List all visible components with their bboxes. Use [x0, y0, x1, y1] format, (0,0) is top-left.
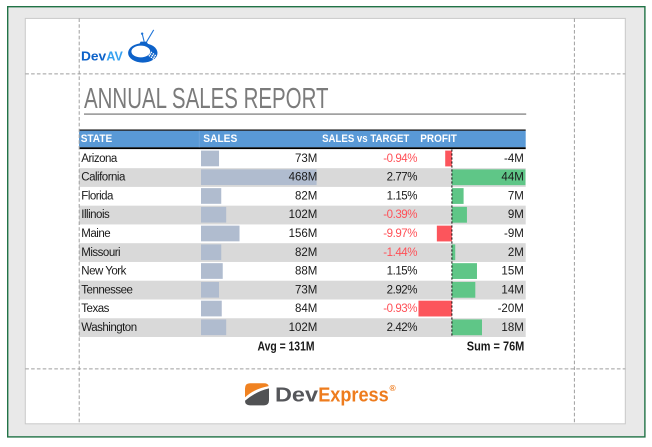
svg-text:Avg = 131M: Avg = 131M: [258, 340, 315, 354]
svg-text:156M: 156M: [289, 228, 318, 240]
svg-text:-0.93%: -0.93%: [383, 303, 417, 315]
svg-text:SALES: SALES: [203, 133, 237, 145]
svg-text:468M: 468M: [289, 172, 318, 184]
svg-text:88M: 88M: [295, 266, 317, 278]
svg-text:New York: New York: [81, 266, 126, 278]
svg-text:9M: 9M: [508, 209, 524, 221]
svg-text:SALES vs TARGET: SALES vs TARGET: [322, 133, 409, 145]
svg-text:-0.94%: -0.94%: [383, 153, 417, 165]
svg-text:Sum = 76M: Sum = 76M: [467, 340, 525, 354]
svg-text:Arizona: Arizona: [81, 153, 118, 165]
svg-text:STATE: STATE: [81, 133, 113, 145]
svg-text:®: ®: [390, 383, 397, 393]
svg-text:Tennessee: Tennessee: [81, 284, 132, 296]
svg-text:1.15%: 1.15%: [387, 190, 418, 202]
svg-text:AV: AV: [106, 48, 123, 63]
svg-text:Missouri: Missouri: [81, 247, 120, 259]
svg-text:Washington: Washington: [81, 322, 136, 334]
svg-text:-4M: -4M: [504, 153, 524, 165]
svg-text:PROFIT: PROFIT: [420, 133, 457, 145]
svg-text:7M: 7M: [508, 190, 524, 202]
svg-text:-1.44%: -1.44%: [383, 247, 417, 259]
svg-text:2.42%: 2.42%: [387, 322, 418, 334]
svg-text:2.92%: 2.92%: [387, 284, 418, 296]
svg-text:82M: 82M: [295, 190, 317, 202]
svg-text:73M: 73M: [295, 284, 317, 296]
svg-text:102M: 102M: [289, 209, 318, 221]
svg-text:2.77%: 2.77%: [387, 172, 418, 184]
svg-text:-9M: -9M: [504, 228, 524, 240]
svg-text:Dev: Dev: [275, 384, 319, 407]
svg-text:18M: 18M: [501, 322, 523, 334]
svg-text:2M: 2M: [508, 247, 524, 259]
svg-text:Maine: Maine: [81, 228, 110, 240]
svg-text:ANNUAL SALES REPORT: ANNUAL SALES REPORT: [84, 83, 329, 115]
svg-text:14M: 14M: [501, 284, 523, 296]
svg-text:1.15%: 1.15%: [387, 266, 418, 278]
svg-text:Florida: Florida: [81, 190, 114, 202]
svg-text:Dev: Dev: [81, 48, 107, 63]
svg-text:-0.39%: -0.39%: [383, 209, 417, 221]
svg-text:-20M: -20M: [498, 303, 524, 315]
svg-text:44M: 44M: [501, 172, 523, 184]
svg-text:Illinois: Illinois: [81, 209, 110, 221]
svg-text:15M: 15M: [501, 266, 523, 278]
svg-text:Express: Express: [318, 384, 389, 407]
svg-text:73M: 73M: [295, 153, 317, 165]
svg-text:-9.97%: -9.97%: [383, 228, 417, 240]
svg-text:82M: 82M: [295, 247, 317, 259]
svg-text:102M: 102M: [289, 322, 318, 334]
svg-text:California: California: [81, 172, 126, 184]
svg-text:Texas: Texas: [81, 303, 109, 315]
svg-text:84M: 84M: [295, 303, 317, 315]
